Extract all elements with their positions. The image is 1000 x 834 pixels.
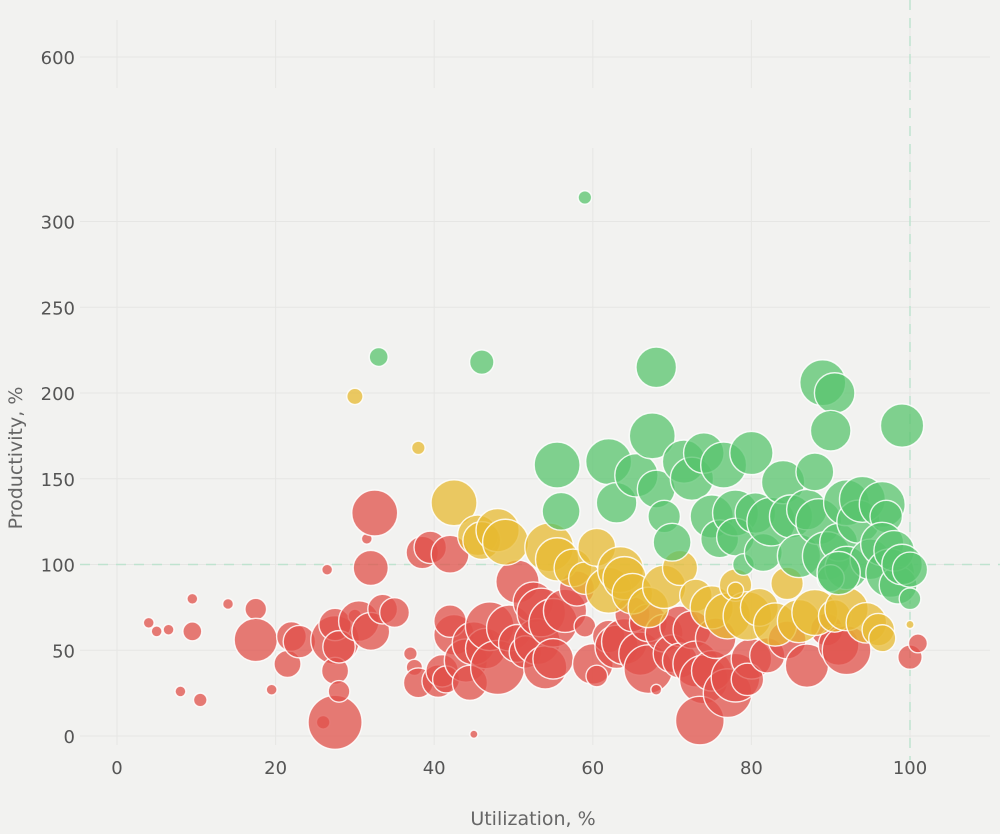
bubble-red[interactable] xyxy=(650,683,663,696)
bubble-green[interactable] xyxy=(879,403,925,448)
bubble-red[interactable] xyxy=(142,616,155,629)
bubble-red[interactable] xyxy=(327,679,351,703)
bubble-green[interactable] xyxy=(813,372,856,414)
bubble-green[interactable] xyxy=(652,522,692,562)
bubble-green[interactable] xyxy=(891,551,929,588)
x-tick-label: 100 xyxy=(893,758,927,779)
bubble-green[interactable] xyxy=(898,587,922,611)
y-axis-title: Productivity, % xyxy=(5,387,27,530)
bubble-red[interactable] xyxy=(221,597,235,611)
bubble-yellow[interactable] xyxy=(346,387,364,406)
y-tick-label: 300 xyxy=(41,213,75,234)
bubble-red[interactable] xyxy=(351,489,399,537)
bubbles-layer xyxy=(142,190,929,750)
tick-labels-layer: 0 20 40 60 80 100 0 50 100 150 200 250 300 600 xyxy=(41,48,928,779)
bubble-green[interactable] xyxy=(816,550,861,596)
bubble-red[interactable] xyxy=(378,596,411,629)
bubble-red[interactable] xyxy=(307,694,363,750)
y-tick-label: 0 xyxy=(64,727,75,748)
bubble-green[interactable] xyxy=(809,409,852,452)
bubble-red[interactable] xyxy=(352,549,390,587)
x-tick-label: 80 xyxy=(740,758,763,779)
bubble-green[interactable] xyxy=(541,491,581,531)
bubble-yellow[interactable] xyxy=(481,518,530,566)
bubble-red[interactable] xyxy=(532,637,575,680)
bubble-red[interactable] xyxy=(402,646,418,662)
x-tick-label: 40 xyxy=(423,758,446,779)
bubble-yellow[interactable] xyxy=(430,479,478,527)
bubble-yellow[interactable] xyxy=(726,581,745,600)
bubble-green[interactable] xyxy=(795,452,835,492)
grid-layer xyxy=(80,20,990,745)
y-tick-label: 100 xyxy=(41,556,75,577)
bubble-green[interactable] xyxy=(533,441,581,489)
bubble-red[interactable] xyxy=(244,597,268,621)
y-tick-label: 50 xyxy=(52,641,75,662)
bubble-red[interactable] xyxy=(321,563,334,576)
x-tick-label: 20 xyxy=(264,758,287,779)
bubble-green[interactable] xyxy=(577,190,593,205)
bubble-red[interactable] xyxy=(265,683,278,696)
bubble-red[interactable] xyxy=(182,621,203,642)
x-axis-title: Utilization, % xyxy=(470,808,595,830)
bubble-red[interactable] xyxy=(907,633,929,654)
bubble-red[interactable] xyxy=(186,592,199,605)
bubble-green[interactable] xyxy=(468,349,495,375)
x-tick-label: 60 xyxy=(581,758,604,779)
bubble-red[interactable] xyxy=(469,729,479,740)
bubble-red[interactable] xyxy=(322,629,356,664)
bubble-red[interactable] xyxy=(150,625,163,638)
bubble-green[interactable] xyxy=(628,412,676,460)
bubble-red[interactable] xyxy=(162,623,175,636)
y-tick-label: 600 xyxy=(41,48,75,69)
bubble-red[interactable] xyxy=(233,617,279,663)
bubble-green[interactable] xyxy=(635,346,678,389)
y-tick-label: 150 xyxy=(41,470,75,491)
bubble-green[interactable] xyxy=(729,430,774,476)
y-tick-label: 250 xyxy=(41,298,75,319)
bubble-red[interactable] xyxy=(585,664,609,688)
bubble-red[interactable] xyxy=(730,662,765,697)
bubble-green[interactable] xyxy=(368,346,389,368)
bubble-yellow[interactable] xyxy=(905,619,915,630)
bubble-yellow[interactable] xyxy=(868,624,897,653)
bubble-red[interactable] xyxy=(192,692,208,708)
bubble-red[interactable] xyxy=(174,685,187,698)
axis-break-band xyxy=(80,88,990,148)
bubble-yellow[interactable] xyxy=(410,440,426,456)
y-tick-label: 200 xyxy=(41,384,75,405)
x-tick-label: 0 xyxy=(111,758,122,779)
